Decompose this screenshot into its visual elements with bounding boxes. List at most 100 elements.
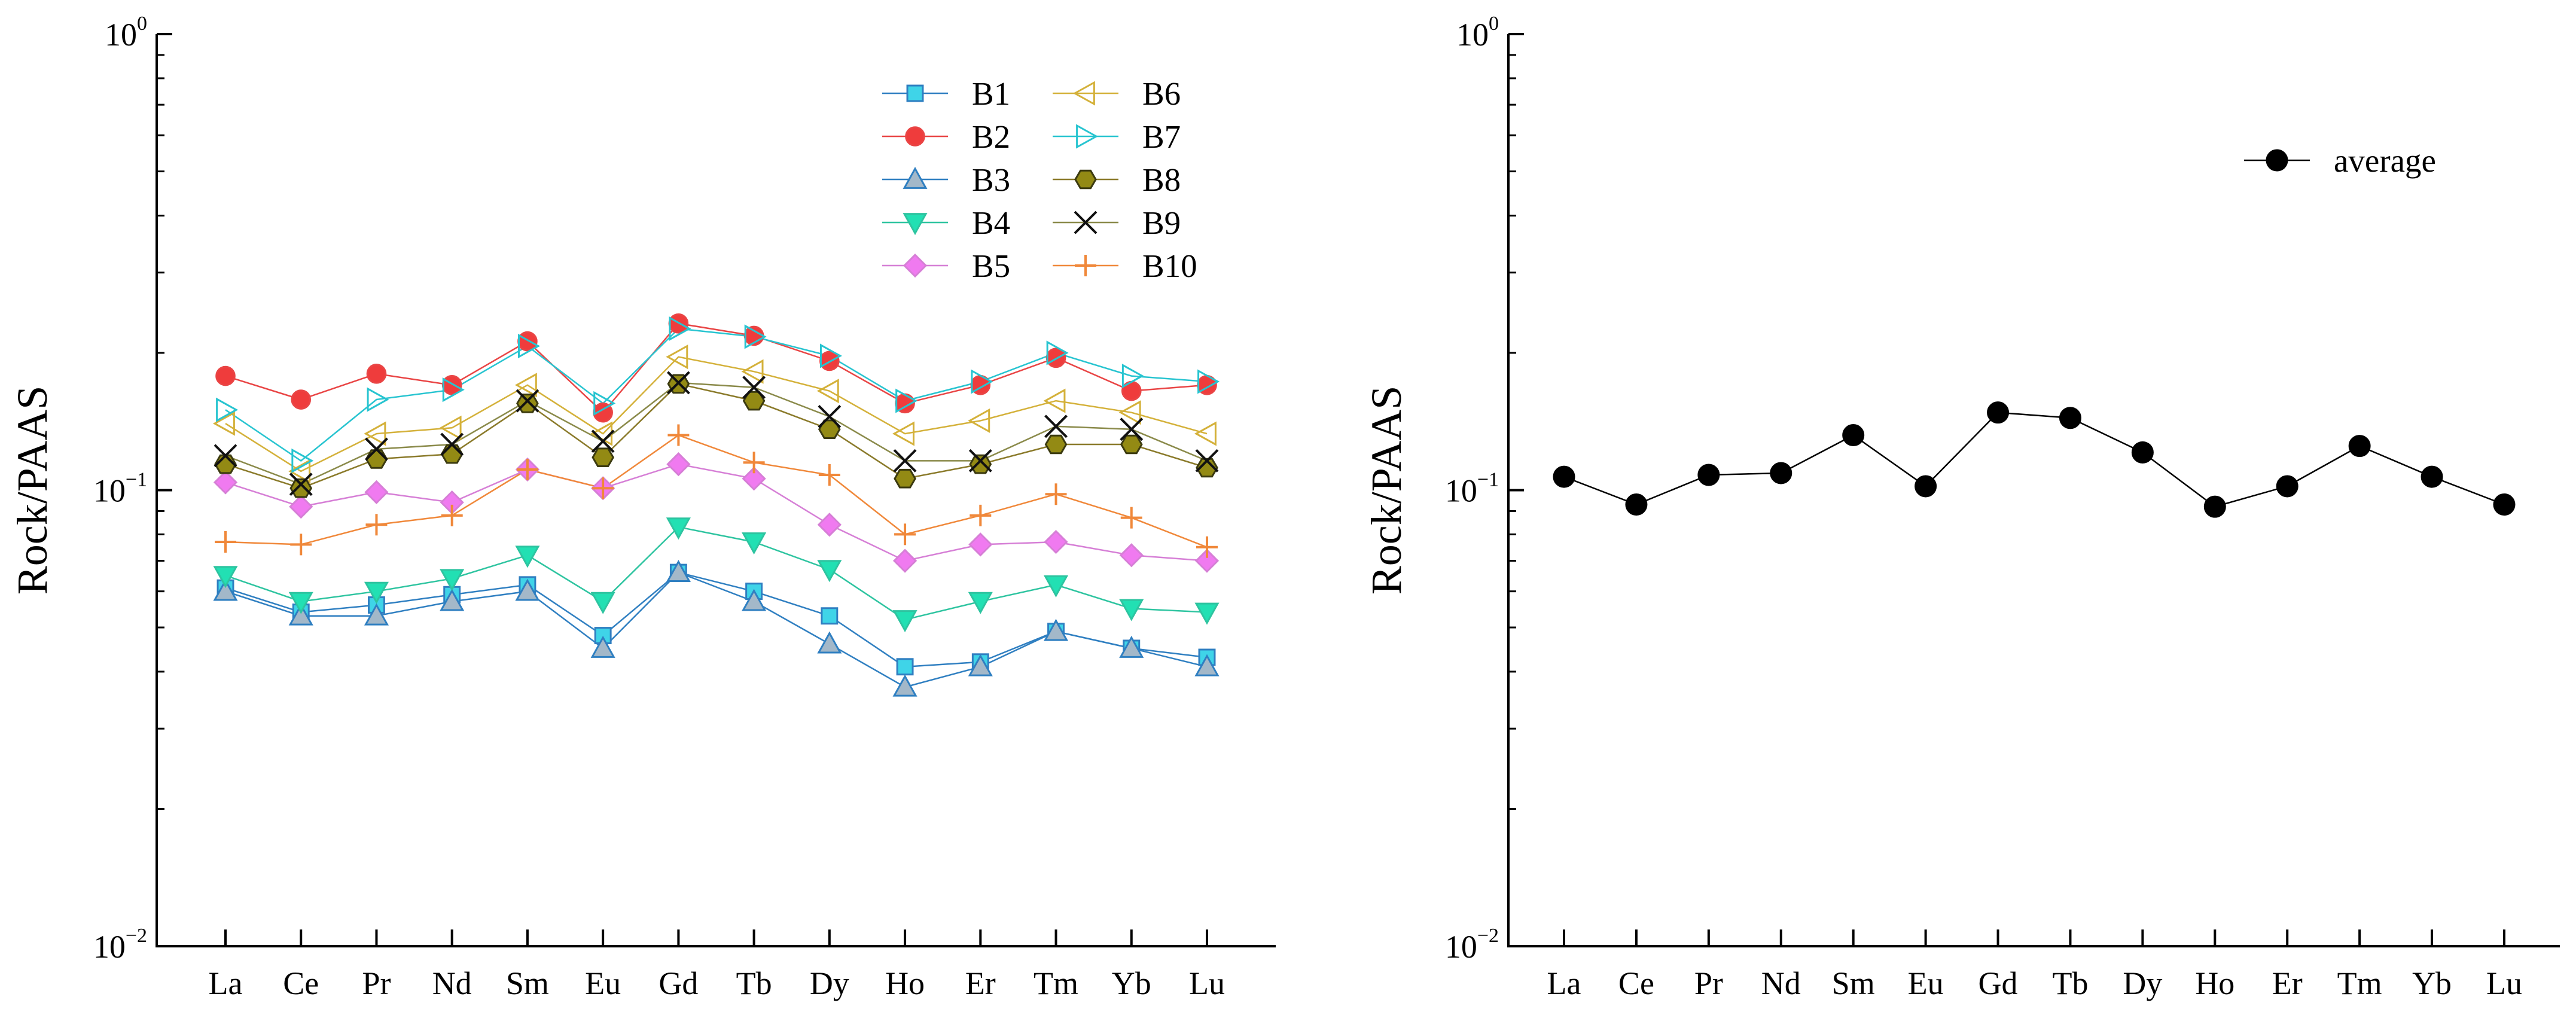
data-point-B10 [215,531,236,553]
data-point-B8-shape [1045,435,1066,453]
data-point-B5 [215,472,236,493]
legend-marker-shape [1075,170,1096,188]
legend-entry-B9: B9 [1053,205,1181,241]
legend-label: B8 [1142,161,1181,198]
data-point-B5 [667,453,689,475]
data-point-average-shape [1626,495,1647,515]
y-tick-label: 10−1 [1445,469,1499,509]
data-point-B8 [970,455,990,473]
data-point-B5 [970,534,991,555]
x-tick-label: Pr [1694,965,1723,1001]
legend-label: average [2334,142,2436,179]
data-point-B2 [292,391,310,409]
data-point-B2-shape [292,391,310,409]
data-point-average-shape [1554,467,1574,487]
data-point-B10-shape [894,523,916,545]
legend-label: B3 [972,161,1010,198]
legend-entry-B7: B7 [1053,118,1181,155]
data-point-average [1843,425,1864,446]
y-tick-exponent: −1 [126,469,147,491]
data-point-B8-shape [895,470,915,487]
y-axis-title: Rock/PAAS [8,386,56,595]
legend-marker-shape [1075,255,1096,276]
data-point-average [2132,442,2153,462]
data-point-B2-shape [367,365,386,383]
data-point-B4-shape [894,611,916,630]
data-point-B4 [592,593,614,612]
legend-entry-B3: B3 [882,161,1010,198]
data-point-B5-shape [1045,531,1067,553]
data-point-average [2422,467,2442,487]
data-point-average [2205,496,2225,517]
data-point-B10-shape [819,464,840,486]
x-tick-label: Tb [736,965,772,1001]
data-point-B5 [290,496,312,517]
data-point-B5 [819,514,840,535]
y-tick-base: 10 [1456,17,1489,53]
data-point-B4-shape [517,547,538,566]
x-tick-label: Ce [1618,965,1654,1001]
data-point-B4-shape [592,593,614,612]
data-point-B10 [441,505,463,526]
data-point-B1 [822,608,837,624]
legend-marker-shape [907,86,923,101]
y-tick-base: 10 [1445,473,1477,509]
x-tick-label: Tm [2337,965,2382,1001]
series-line-average [1564,413,2504,507]
data-point-B10 [592,477,614,499]
data-point-B10-shape [290,534,312,555]
legend-entry-B5: B5 [882,248,1010,284]
data-point-B5-shape [290,496,312,517]
legend-label: B1 [972,75,1010,112]
legend-marker [904,214,926,233]
y-tick-exponent: −1 [1477,469,1499,491]
data-point-B8 [593,449,613,467]
data-point-average-shape [2205,496,2225,517]
data-point-B3 [819,633,840,653]
legend-marker [906,127,925,146]
axes-frame [157,34,1276,946]
legend-marker [907,86,923,101]
data-point-B8 [1121,435,1142,453]
legend-marker [1075,255,1096,276]
data-point-B8 [442,445,462,463]
legend-label: B4 [972,205,1010,241]
data-point-B10-shape [970,505,991,526]
data-point-B10-shape [743,452,765,473]
data-point-B4-shape [1196,604,1218,623]
data-point-B8 [366,450,386,468]
data-point-B10 [1045,483,1067,505]
data-point-B4-shape [743,534,765,553]
x-tick-label: Ho [2195,965,2234,1001]
y-tick-exponent: 0 [1489,13,1499,35]
x-tick-label: Nd [1761,965,1801,1001]
data-point-B8 [291,479,311,497]
data-point-B8 [895,470,915,487]
legend-entry-B6: B6 [1053,75,1181,112]
x-tick-label: Pr [362,965,391,1001]
data-point-B8-shape [366,450,386,468]
data-point-average-shape [1843,425,1864,446]
x-tick-label: Lu [1189,965,1225,1001]
legend-entry-B4: B4 [882,205,1010,241]
data-point-B10-shape [1121,507,1142,529]
data-point-B5-shape [667,453,689,475]
x-tick-label: Yb [1112,965,1151,1001]
legend-marker [2267,150,2287,170]
x-tick-label: Nd [432,965,472,1001]
x-tick-label: Sm [506,965,549,1001]
data-point-B5-shape [819,514,840,535]
data-point-B4 [894,611,916,630]
y-tick-label: 100 [1456,13,1499,53]
y-tick-label: 100 [105,13,147,53]
y-tick-exponent: −2 [1477,925,1499,947]
data-point-average [1916,476,1936,496]
data-point-B5-shape [970,534,991,555]
data-point-B5 [894,550,916,572]
x-tick-label: Dy [810,965,849,1001]
y-tick-base: 10 [93,473,126,509]
legend-marker-shape [904,255,926,276]
y-tick-base: 10 [105,17,137,53]
legend-marker-shape [2267,150,2287,170]
